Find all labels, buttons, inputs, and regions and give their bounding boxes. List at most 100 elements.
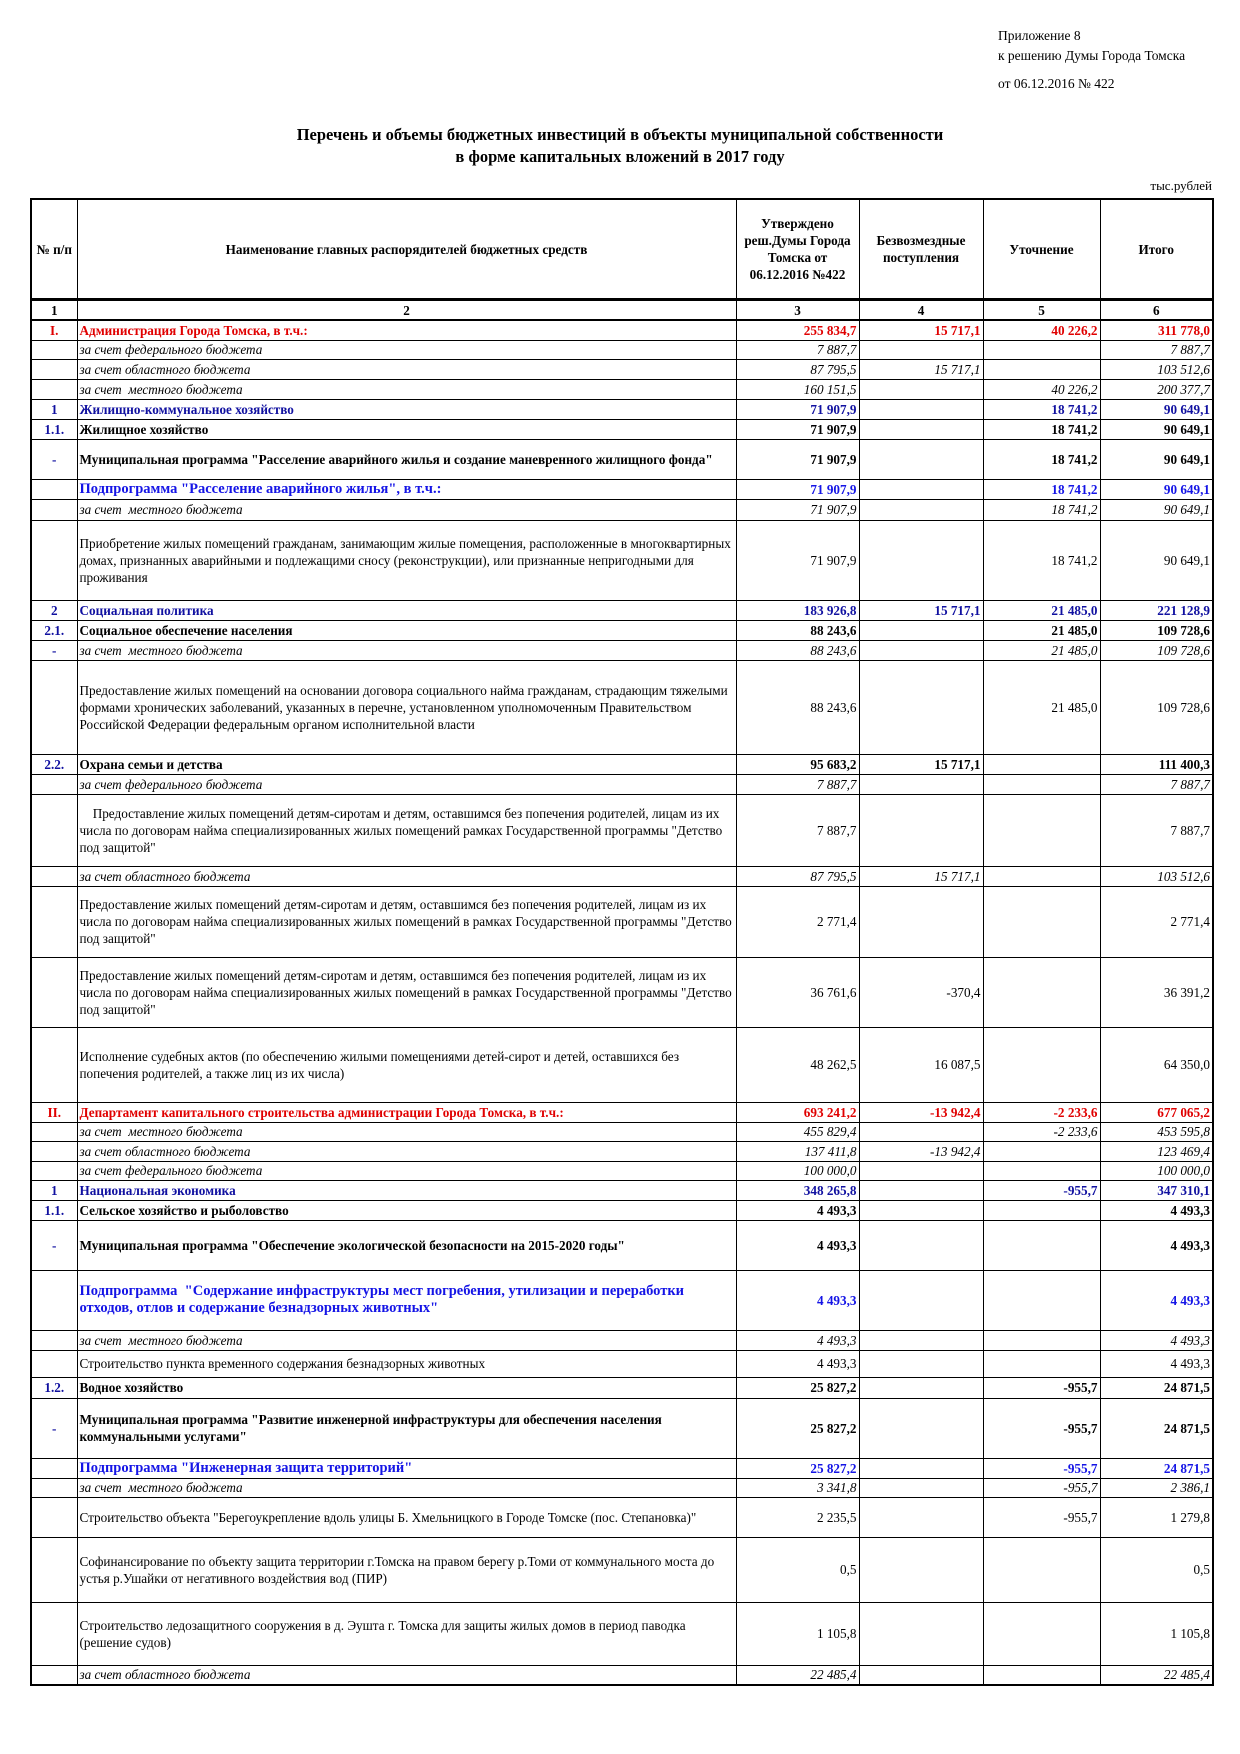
approved-value: 4 493,3 (735, 1349, 860, 1378)
table-row: 1.1. Жилищное хозяйство 71 907,9 18 741,2 90… (30, 418, 1214, 440)
total-value: 103 512,6 (1099, 358, 1214, 380)
row-name: Социальное обеспечение населения (76, 619, 737, 641)
total-value: 90 649,1 (1099, 398, 1214, 420)
table-row: I. Администрация Города Томска, в т.ч.: 25… (30, 319, 1214, 341)
approved-value: 160 151,5 (735, 378, 860, 400)
adjustment-value (982, 773, 1101, 795)
row-name: Жилищное хозяйство (76, 418, 737, 440)
approved-value: 455 829,4 (735, 1121, 860, 1142)
approved-value: 100 000,0 (735, 1160, 860, 1181)
row-name: за счет областного бюджета (76, 1140, 737, 1162)
row-number (30, 478, 78, 500)
total-value: 90 649,1 (1099, 478, 1214, 500)
table-row: Подпрограмма "Расселение аварийного жиль… (30, 478, 1214, 500)
grants-value (858, 885, 984, 958)
table-row: за счет местного бюджета 71 907,9 18 741,2… (30, 498, 1214, 521)
total-value: 221 128,9 (1099, 599, 1214, 621)
total-value: 4 493,3 (1099, 1199, 1214, 1221)
header-approved: Утверждено реш.Думы Города Томска от 06.… (735, 198, 860, 300)
row-number (30, 1026, 78, 1103)
adjustment-value (982, 1664, 1101, 1686)
row-name: Охрана семьи и детства (76, 753, 737, 775)
approved-value: 71 907,9 (735, 478, 860, 500)
adjustment-value (982, 753, 1101, 775)
table-row: 1.1. Сельское хозяйство и рыболовство 4 49… (30, 1199, 1214, 1221)
table-row: - Муниципальная программа "Обеспечение эк… (30, 1219, 1214, 1271)
row-number (30, 1664, 78, 1686)
adjustment-value (982, 339, 1101, 360)
grants-value (858, 1664, 984, 1686)
row-number (30, 1601, 78, 1666)
adjustment-value: -955,7 (982, 1457, 1101, 1479)
grants-value (858, 1329, 984, 1351)
table-row: 1 Национальная экономика 348 265,8 -955,7 34… (30, 1179, 1214, 1201)
total-value: 100 000,0 (1099, 1160, 1214, 1181)
approved-value: 87 795,5 (735, 358, 860, 380)
approved-value: 25 827,2 (735, 1397, 860, 1459)
grants-value: 15 717,1 (858, 865, 984, 887)
row-number: 1.1. (30, 418, 78, 440)
total-value: 123 469,4 (1099, 1140, 1214, 1162)
total-value: 109 728,6 (1099, 639, 1214, 661)
row-name: Предоставление жилых помещений детям-сир… (76, 885, 737, 958)
grants-value (858, 378, 984, 400)
row-number (30, 498, 78, 521)
row-name: Водное хозяйство (76, 1376, 737, 1399)
total-value: 200 377,7 (1099, 378, 1214, 400)
adjustment-value: 18 741,2 (982, 438, 1101, 480)
row-name: Исполнение судебных актов (по обеспечени… (76, 1026, 737, 1103)
row-number (30, 1477, 78, 1498)
row-number: I. (30, 319, 78, 341)
grants-value: -13 942,4 (858, 1101, 984, 1123)
total-value: 24 871,5 (1099, 1457, 1214, 1479)
row-number (30, 358, 78, 380)
row-name: Подпрограмма "Инженерная защита территор… (76, 1457, 737, 1479)
adjustment-value: -955,7 (982, 1496, 1101, 1538)
approved-value: 48 262,5 (735, 1026, 860, 1103)
total-value: 22 485,4 (1099, 1664, 1214, 1686)
header-grants: Безвозмездные поступления (858, 198, 984, 300)
adjustment-value (982, 1329, 1101, 1351)
column-number: 6 (1099, 298, 1214, 321)
grants-value (858, 793, 984, 867)
row-name: за счет местного бюджета (76, 1329, 737, 1351)
table-row: Предоставление жилых помещений детям-сир… (30, 956, 1214, 1028)
table-row: Подпрограмма "Содержание инфраструктуры … (30, 1269, 1214, 1331)
row-name: Департамент капитального строительства а… (76, 1101, 737, 1123)
title-line-1: Перечень и объемы бюджетных инвестиций в… (296, 125, 944, 144)
row-name: Предоставление жилых помещений детям-сир… (76, 956, 737, 1028)
grants-value (858, 1219, 984, 1271)
total-value: 109 728,6 (1099, 659, 1214, 755)
annex-note: Приложение 8 к решению Думы Города Томск… (998, 26, 1185, 94)
table-row: за счет местного бюджета 160 151,5 40 226,… (30, 378, 1214, 400)
approved-value: 36 761,6 (735, 956, 860, 1028)
approved-value: 4 493,3 (735, 1329, 860, 1351)
approved-value: 1 105,8 (735, 1601, 860, 1666)
row-name: за счет областного бюджета (76, 1664, 737, 1686)
row-number (30, 1536, 78, 1603)
row-name: за счет местного бюджета (76, 1121, 737, 1142)
row-number (30, 865, 78, 887)
approved-value: 255 834,7 (735, 319, 860, 341)
total-value: 64 350,0 (1099, 1026, 1214, 1103)
row-name: Сельское хозяйство и рыболовство (76, 1199, 737, 1221)
row-number: - (30, 438, 78, 480)
total-value: 1 279,8 (1099, 1496, 1214, 1538)
total-value: 677 065,2 (1099, 1101, 1214, 1123)
row-number: II. (30, 1101, 78, 1123)
table-row: за счет областного бюджета 87 795,5 15 717… (30, 865, 1214, 887)
adjustment-value (982, 1601, 1101, 1666)
row-number: - (30, 1219, 78, 1271)
row-number: 2.2. (30, 753, 78, 775)
row-name: Предоставление жилых помещений на основа… (76, 659, 737, 755)
title-line-2: в форме капитальных вложений в 2017 году (455, 147, 785, 166)
approved-value: 88 243,6 (735, 619, 860, 641)
table-row: 2.2. Охрана семьи и детства 95 683,2 15 717… (30, 753, 1214, 775)
row-number (30, 1349, 78, 1378)
row-number (30, 339, 78, 360)
row-name: Строительство объекта "Берегоукрепление … (76, 1496, 737, 1538)
row-name: Строительство ледозащитного сооружения в… (76, 1601, 737, 1666)
grants-value (858, 1536, 984, 1603)
approved-value: 693 241,2 (735, 1101, 860, 1123)
table-row: за счет областного бюджета 22 485,4 22 485… (30, 1664, 1214, 1686)
